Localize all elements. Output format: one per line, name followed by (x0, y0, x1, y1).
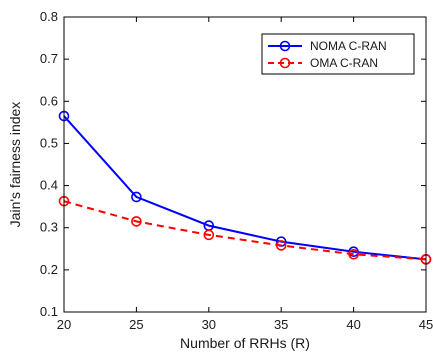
series-line-oma (63, 200, 427, 261)
legend-marker-noma (279, 40, 291, 52)
data-point-oma (131, 216, 142, 227)
y-axis-label: Jain's fairness index (7, 102, 23, 228)
y-tick-label: 0.1 (40, 304, 58, 319)
x-tick-label: 45 (419, 317, 433, 332)
y-tick-label: 0.6 (40, 93, 58, 108)
x-tick-label: 30 (202, 317, 216, 332)
y-tick-label: 0.5 (40, 135, 58, 150)
x-tick-label: 40 (346, 317, 360, 332)
data-point-oma (275, 240, 287, 251)
data-point-oma (203, 229, 215, 241)
legend: NOMA C-RAN OMA C-RAN (261, 33, 415, 75)
y-tick-label: 0.2 (40, 262, 58, 277)
series-line-noma (63, 115, 427, 261)
y-tick-label: 0.7 (40, 51, 58, 66)
x-tick-label: 20 (57, 317, 71, 332)
legend-marker-oma (279, 57, 291, 69)
y-tick-label: 0.3 (40, 220, 58, 235)
x-tick-label: 35 (274, 317, 288, 332)
legend-label-oma: OMA C-RAN (310, 56, 378, 70)
x-axis-label: Number of RRHs (R) (180, 335, 310, 351)
plot-frame (63, 16, 427, 313)
series-lines (58, 110, 432, 265)
y-tick-label: 0.4 (40, 178, 58, 193)
x-tick-label: 25 (129, 317, 143, 332)
legend-label-noma: NOMA C-RAN (310, 39, 387, 53)
tick-labels: 20 25 30 35 40 45 0.1 0.2 0.3 0.4 0.5 0.6 0.7 0.8 (40, 9, 433, 332)
data-point-noma (131, 191, 142, 203)
y-tick-label: 0.8 (40, 9, 58, 24)
data-point-oma (348, 248, 359, 260)
